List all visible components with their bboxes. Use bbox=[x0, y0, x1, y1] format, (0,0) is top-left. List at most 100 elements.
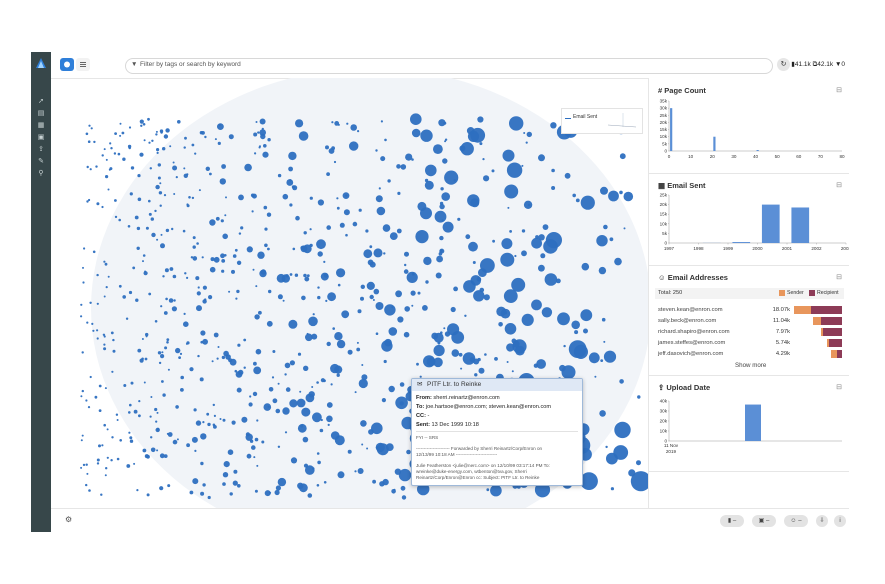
document-point[interactable] bbox=[228, 358, 233, 363]
document-point[interactable] bbox=[600, 359, 604, 362]
document-point[interactable] bbox=[212, 403, 215, 407]
document-point[interactable] bbox=[614, 257, 622, 266]
document-point[interactable] bbox=[146, 493, 150, 497]
document-point[interactable] bbox=[92, 329, 95, 332]
document-point[interactable] bbox=[111, 436, 114, 439]
document-point[interactable] bbox=[441, 219, 444, 222]
document-point[interactable] bbox=[215, 216, 220, 221]
document-point[interactable] bbox=[176, 438, 179, 441]
document-point[interactable] bbox=[608, 190, 619, 202]
document-point[interactable] bbox=[167, 432, 173, 437]
document-point[interactable] bbox=[227, 449, 234, 456]
document-point[interactable] bbox=[209, 172, 212, 176]
document-point[interactable] bbox=[96, 202, 100, 206]
document-point[interactable] bbox=[87, 140, 91, 143]
document-point[interactable] bbox=[443, 327, 446, 330]
document-point[interactable] bbox=[274, 489, 280, 496]
document-point[interactable] bbox=[222, 472, 229, 478]
document-point[interactable] bbox=[434, 210, 447, 223]
map-view-button[interactable] bbox=[60, 58, 74, 71]
document-point[interactable] bbox=[156, 238, 159, 241]
document-point[interactable] bbox=[389, 232, 398, 241]
document-point[interactable] bbox=[172, 161, 175, 164]
document-point[interactable] bbox=[309, 196, 313, 200]
document-point[interactable] bbox=[87, 406, 91, 409]
document-point[interactable] bbox=[105, 175, 109, 179]
document-point[interactable] bbox=[253, 366, 262, 375]
document-point[interactable] bbox=[200, 330, 206, 336]
document-point[interactable] bbox=[491, 169, 495, 173]
email-tooltip[interactable]: ✉ PITF Ltr. to Reinke From: sherri.reina… bbox=[411, 378, 583, 486]
document-point[interactable] bbox=[442, 158, 448, 164]
document-point[interactable] bbox=[363, 249, 373, 259]
document-point[interactable] bbox=[411, 128, 421, 138]
document-point[interactable] bbox=[200, 433, 207, 440]
document-point[interactable] bbox=[103, 260, 106, 263]
document-point[interactable] bbox=[123, 384, 127, 387]
document-point[interactable] bbox=[297, 482, 304, 489]
email-sent-bar[interactable] bbox=[791, 207, 810, 243]
document-point[interactable] bbox=[533, 363, 539, 368]
document-point[interactable] bbox=[110, 459, 113, 462]
document-point[interactable] bbox=[328, 148, 335, 154]
document-point[interactable] bbox=[95, 165, 98, 168]
document-point[interactable] bbox=[474, 373, 478, 377]
document-point[interactable] bbox=[257, 251, 265, 259]
document-point[interactable] bbox=[112, 338, 115, 342]
document-point[interactable] bbox=[80, 466, 83, 469]
document-point[interactable] bbox=[122, 157, 126, 161]
document-point[interactable] bbox=[512, 340, 520, 348]
document-point[interactable] bbox=[284, 362, 291, 369]
document-point[interactable] bbox=[433, 344, 445, 357]
document-point[interactable] bbox=[425, 280, 429, 284]
document-point[interactable] bbox=[345, 233, 348, 237]
document-point[interactable] bbox=[208, 295, 213, 300]
document-point[interactable] bbox=[509, 230, 512, 233]
document-point[interactable] bbox=[289, 203, 293, 207]
document-point[interactable] bbox=[191, 143, 195, 147]
document-point[interactable] bbox=[465, 234, 471, 240]
document-point[interactable] bbox=[126, 464, 131, 468]
document-point[interactable] bbox=[160, 305, 163, 308]
document-point[interactable] bbox=[443, 121, 447, 125]
document-point[interactable] bbox=[575, 198, 580, 203]
document-point[interactable] bbox=[129, 403, 132, 407]
document-point[interactable] bbox=[189, 367, 194, 372]
document-point[interactable] bbox=[323, 273, 329, 278]
document-point[interactable] bbox=[540, 253, 546, 259]
document-point[interactable] bbox=[133, 462, 136, 465]
document-point[interactable] bbox=[139, 119, 144, 124]
document-point[interactable] bbox=[366, 281, 375, 290]
document-point[interactable] bbox=[188, 196, 191, 199]
document-point[interactable] bbox=[339, 222, 345, 228]
document-point[interactable] bbox=[396, 228, 402, 234]
document-point[interactable] bbox=[256, 419, 259, 422]
document-point[interactable] bbox=[358, 208, 362, 212]
document-point[interactable] bbox=[268, 289, 272, 294]
document-point[interactable] bbox=[492, 239, 495, 243]
document-point[interactable] bbox=[157, 176, 161, 180]
document-point[interactable] bbox=[222, 233, 228, 240]
document-point[interactable] bbox=[206, 412, 210, 416]
document-point[interactable] bbox=[129, 436, 133, 440]
document-point[interactable] bbox=[128, 431, 131, 434]
document-point[interactable] bbox=[96, 273, 99, 277]
document-point[interactable] bbox=[605, 445, 608, 449]
document-point[interactable] bbox=[337, 471, 345, 479]
document-point[interactable] bbox=[237, 484, 241, 488]
page-count-bar[interactable] bbox=[670, 108, 673, 151]
document-point[interactable] bbox=[173, 193, 176, 195]
page-count-bar[interactable] bbox=[713, 136, 716, 151]
document-point[interactable] bbox=[440, 331, 443, 334]
upload-date-bar[interactable] bbox=[745, 404, 761, 441]
document-point[interactable] bbox=[82, 266, 84, 269]
document-point[interactable] bbox=[442, 221, 454, 233]
document-point[interactable] bbox=[224, 214, 227, 217]
document-point[interactable] bbox=[178, 356, 181, 359]
document-point[interactable] bbox=[373, 288, 380, 295]
document-point[interactable] bbox=[636, 460, 641, 466]
document-point[interactable] bbox=[101, 444, 104, 447]
document-point[interactable] bbox=[354, 391, 357, 394]
document-point[interactable] bbox=[327, 423, 330, 426]
document-point[interactable] bbox=[323, 379, 326, 383]
